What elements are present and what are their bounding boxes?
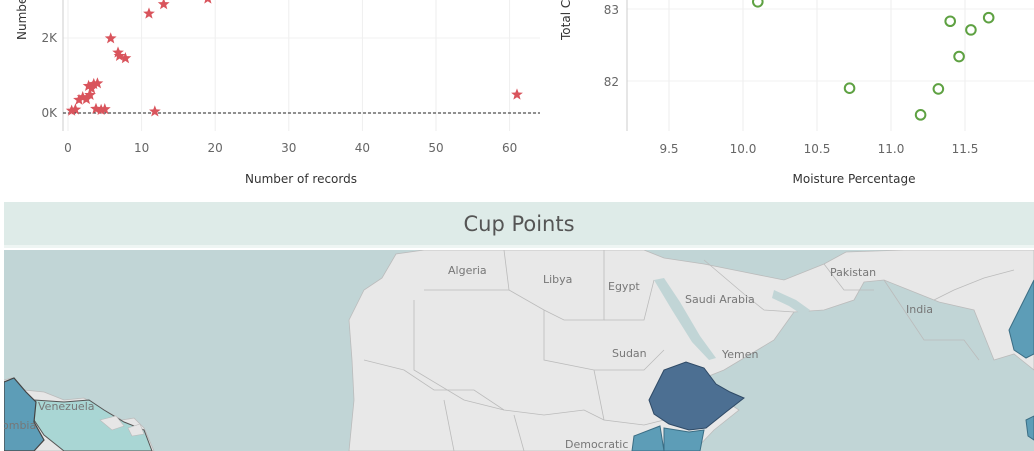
india-east-region [1008,279,1034,359]
label-algeria: Algeria [448,264,487,277]
star-data-point[interactable] [202,0,214,4]
caribbean-islands [99,415,145,437]
label-india: India [906,303,933,316]
left-x-tick-label: 60 [502,141,517,155]
left-y-tick-label: 2K [41,31,58,45]
circle-data-point[interactable] [965,24,977,36]
circle-data-point[interactable] [953,50,965,63]
left-y-axis-title: Numbe [15,0,29,40]
left-x-tick-label: 40 [355,141,370,155]
star-data-point[interactable] [112,46,124,58]
circle-data-point[interactable] [982,11,995,24]
persian-gulf [772,290,810,316]
right-x-tick-label: 10.0 [730,142,757,156]
left-x-tick-label: 0 [64,141,72,155]
star-data-point[interactable] [80,92,93,105]
right-x-tick-label: 11.0 [878,142,905,156]
country-borders [363,250,1015,451]
label-democratic: Democratic [565,438,628,451]
left-x-tick-label: 50 [428,141,443,155]
kenya-region [663,427,705,451]
ethiopia-region [648,361,745,431]
right-x-tick-label: 10.5 [804,142,831,156]
map-svg: Algeria Libya Egypt Saudi Arabia Pakista… [4,250,1034,451]
left-x-axis-title: Number of records [245,172,357,186]
circle-data-point[interactable] [752,0,764,8]
label-venezuela: Venezuela [38,400,95,413]
africa-mideast-landmass [348,250,1034,451]
label-colombia: ombia [4,419,36,432]
star-data-point[interactable] [87,77,100,90]
colombia-region [4,377,45,451]
star-data-point[interactable] [73,93,85,105]
label-sudan: Sudan [612,347,647,360]
star-data-point[interactable] [149,105,161,117]
records-scatter-chart: 0 10 20 30 40 50 60 0K 2K Number of records Num… [0,0,545,200]
left-y-tick-label: 0K [41,106,58,120]
right-x-tick-label: 11.5 [952,142,979,156]
circle-data-point[interactable] [944,15,957,28]
circle-data-point[interactable] [914,109,927,121]
venezuela-region [33,399,153,451]
sri-lanka-region [1025,415,1034,441]
circle-data-point[interactable] [932,83,945,95]
cup-points-header: Cup Points [4,202,1034,248]
label-libya: Libya [543,273,572,286]
right-y-tick-label: 82 [604,75,619,89]
cup-points-map[interactable]: Algeria Libya Egypt Saudi Arabia Pakista… [4,250,1034,451]
star-data-point[interactable] [95,103,107,115]
star-data-point[interactable] [157,0,170,10]
star-data-point[interactable] [76,91,89,103]
star-data-point[interactable] [104,32,117,44]
uganda-region [631,425,665,451]
star-data-point[interactable] [113,49,126,61]
cup-points-title: Cup Points [463,211,575,236]
label-pakistan: Pakistan [830,266,876,279]
star-data-point[interactable] [69,103,82,115]
label-egypt: Egypt [608,280,640,293]
left-x-tick-label: 30 [281,141,296,155]
star-data-point[interactable] [119,52,132,64]
right-x-axis-title: Moisture Percentage [793,172,916,186]
star-data-point[interactable] [65,104,78,116]
circle-data-point[interactable] [843,82,856,94]
star-data-point[interactable] [91,77,104,89]
star-data-point[interactable] [84,88,96,100]
right-y-tick-label: 83 [604,3,619,17]
star-data-point[interactable] [511,88,523,100]
label-saudi-arabia: Saudi Arabia [685,293,755,306]
red-sea [654,278,716,360]
star-data-point[interactable] [82,79,95,91]
left-x-tick-label: 10 [134,141,149,155]
right-y-axis-title: Total C [559,0,573,41]
right-x-tick-label: 9.5 [659,142,678,156]
left-x-tick-label: 20 [208,141,223,155]
star-data-point[interactable] [98,103,111,115]
label-yemen: Yemen [721,348,759,361]
records-scatter-svg: 0 10 20 30 40 50 60 0K 2K Number of records Num… [15,0,540,186]
star-data-point[interactable] [143,7,155,19]
